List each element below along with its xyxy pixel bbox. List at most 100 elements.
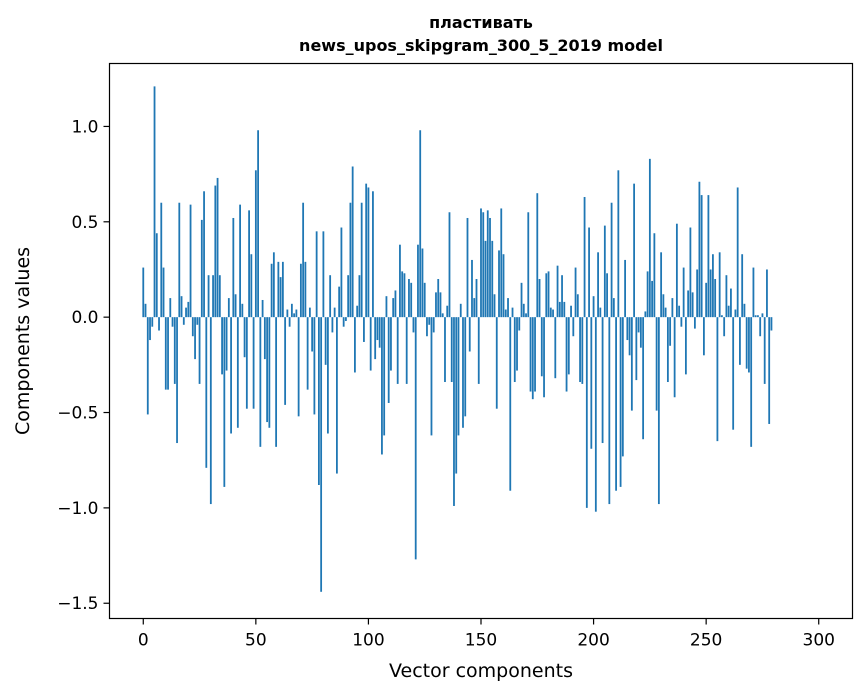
bar (606, 273, 608, 318)
bar (730, 288, 732, 318)
bar (385, 296, 388, 318)
x-tick-label: 100 (352, 631, 384, 651)
bar (563, 301, 566, 318)
bar (666, 317, 669, 383)
bar (347, 275, 350, 318)
bar (234, 294, 237, 318)
bar (417, 244, 419, 318)
bar (642, 317, 645, 440)
bar (342, 317, 345, 327)
bar (176, 317, 178, 444)
bar (207, 275, 210, 318)
bar (498, 250, 500, 318)
x-axis-ticks: 0 50 100 150 200 250 300 (138, 618, 835, 651)
bar (603, 225, 606, 318)
bar (437, 279, 440, 318)
bar (570, 305, 572, 318)
bar (430, 317, 433, 436)
bar (399, 244, 401, 318)
bar (446, 305, 449, 318)
bar (421, 248, 424, 318)
bar (721, 315, 723, 318)
bar (727, 305, 730, 318)
x-axis-label: Vector components (389, 660, 573, 682)
bar (486, 210, 489, 318)
bar (509, 317, 512, 491)
bar (585, 317, 588, 508)
bar (698, 181, 701, 318)
bar (504, 309, 507, 318)
bar (482, 212, 485, 318)
bar (696, 269, 699, 318)
bar (459, 303, 462, 318)
bar (635, 317, 638, 381)
bar (626, 317, 629, 341)
bar (209, 317, 212, 505)
bar (182, 317, 185, 325)
bar (365, 183, 368, 318)
bar (200, 219, 203, 318)
bar (426, 317, 428, 337)
bar (327, 317, 329, 434)
bar (579, 317, 581, 383)
bar (574, 267, 577, 318)
bar (567, 317, 570, 375)
bar (254, 170, 257, 318)
bar (329, 275, 332, 318)
bar (423, 282, 426, 318)
bar (153, 86, 156, 318)
bar (196, 317, 199, 325)
bar (662, 294, 665, 318)
bar (450, 317, 453, 383)
bar (428, 317, 431, 325)
bar (374, 317, 377, 360)
bar (511, 307, 514, 318)
bar (394, 290, 397, 318)
bar (392, 298, 395, 318)
bar (633, 183, 635, 318)
bar (408, 279, 410, 318)
bar (313, 317, 316, 415)
bar (390, 317, 392, 371)
bar (736, 187, 739, 318)
bar (752, 267, 755, 318)
bar (766, 269, 768, 318)
bar (468, 317, 471, 352)
bar (768, 317, 771, 424)
bar (619, 317, 622, 487)
bar (239, 204, 241, 318)
bar (149, 317, 151, 341)
bar (432, 317, 435, 333)
bar (266, 317, 269, 423)
bar (360, 202, 363, 318)
bar (203, 191, 205, 318)
bar (475, 279, 478, 318)
x-tick-label: 50 (245, 631, 267, 651)
bar (245, 317, 248, 409)
bar (745, 317, 748, 369)
bar (455, 317, 458, 474)
bar (414, 317, 417, 560)
bar (538, 279, 541, 318)
bar (599, 307, 602, 318)
bar (624, 259, 626, 318)
bar (491, 240, 494, 318)
bar (250, 254, 253, 318)
bar (590, 317, 593, 449)
bar (290, 303, 293, 318)
bar (221, 317, 223, 375)
bar (621, 317, 624, 457)
bar (608, 317, 611, 505)
bar (236, 317, 239, 428)
chart-title: пластивать (429, 13, 533, 32)
bar (369, 317, 372, 371)
bar (403, 273, 406, 318)
bar (230, 317, 232, 434)
bar (187, 301, 190, 318)
bar (142, 267, 145, 318)
y-tick-label: 0.5 (71, 213, 98, 233)
bar (151, 317, 154, 327)
bar (144, 303, 147, 318)
bar (748, 317, 750, 373)
